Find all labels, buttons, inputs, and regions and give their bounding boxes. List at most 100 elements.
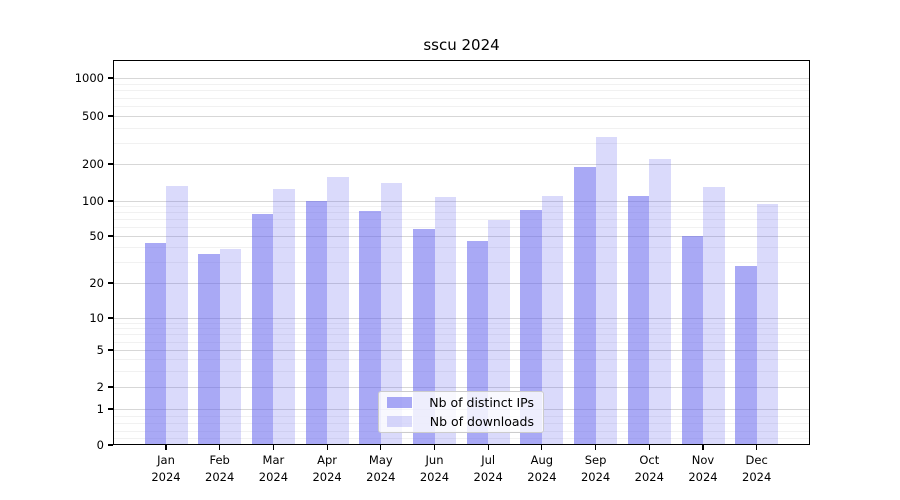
x-label-month: Feb [209, 453, 230, 467]
gridline-minor [113, 142, 810, 144]
gridline-minor [113, 127, 810, 129]
x-label-month: May [368, 453, 393, 467]
legend-row: Nb of downloads [379, 414, 543, 431]
x-axis-tick-label: Oct 2024 [619, 452, 679, 486]
x-tick-mark [487, 445, 489, 450]
x-axis-tick-label: Mar 2024 [243, 452, 303, 486]
x-label-year: 2024 [258, 470, 289, 484]
gridline-minor [113, 226, 810, 228]
gridline-minor [113, 90, 810, 92]
gridline-minor [113, 437, 810, 439]
x-axis-tick-label: Jun 2024 [405, 452, 465, 486]
x-label-year: 2024 [205, 470, 235, 484]
y-axis-tick-label: 50 [89, 229, 104, 243]
gridline-minor [113, 219, 810, 220]
gridline-major [113, 116, 810, 117]
x-tick-mark [648, 445, 650, 450]
x-label-month: Jan [157, 453, 175, 467]
x-axis-tick-label: Feb 2024 [190, 452, 250, 486]
bar-downloads [541, 195, 564, 445]
bar-distinct-ips [627, 195, 650, 445]
gridline-minor [113, 97, 810, 99]
bar-downloads [756, 204, 779, 445]
bar-distinct-ips [198, 254, 220, 445]
bar-distinct-ips [735, 265, 757, 445]
x-label-year: 2024 [312, 470, 342, 484]
gridline-minor [113, 106, 810, 107]
x-axis-tick-label: Jul 2024 [458, 452, 518, 486]
gridline-major [113, 236, 810, 237]
x-label-year: 2024 [366, 470, 396, 484]
y-tick-mark [108, 163, 113, 165]
y-tick-mark [108, 200, 113, 202]
y-tick-mark [108, 317, 113, 319]
bar-downloads [595, 136, 618, 445]
bar-downloads [488, 219, 510, 445]
bar-downloads [649, 159, 671, 445]
x-label-month: Mar [262, 453, 285, 467]
bar-distinct-ips [520, 209, 542, 445]
x-axis-tick-label: Aug 2024 [512, 452, 572, 486]
y-axis-tick-label: 2 [96, 380, 104, 394]
x-label-month: Jun [425, 453, 444, 467]
y-axis-tick-label: 1 [96, 402, 104, 416]
y-axis-tick-label: 100 [82, 194, 104, 208]
bar-downloads [703, 186, 725, 445]
x-axis-tick-label: Nov 2024 [673, 452, 733, 486]
x-tick-mark [380, 445, 382, 450]
gridline-minor [113, 328, 810, 330]
x-label-month: Aug [530, 453, 554, 467]
x-label-year: 2024 [419, 470, 450, 484]
x-tick-mark [541, 445, 543, 450]
gridline-major [113, 318, 810, 319]
y-tick-mark [108, 235, 113, 237]
y-axis-tick-label: 200 [82, 157, 104, 171]
y-tick-mark [108, 77, 113, 79]
gridline-minor [113, 341, 810, 343]
bar-distinct-ips [144, 242, 166, 445]
x-tick-mark [326, 445, 328, 450]
legend-row: Nb of distinct IPs [379, 394, 543, 411]
gridline-minor [113, 212, 810, 214]
x-axis-tick-label: Sep 2024 [566, 452, 626, 486]
bar-distinct-ips [574, 166, 596, 445]
bar-distinct-ips [251, 213, 274, 445]
gridline-minor [113, 247, 810, 249]
y-axis-tick-label: 20 [89, 276, 104, 290]
x-label-year: 2024 [527, 470, 557, 484]
gridline-major [113, 164, 810, 165]
y-tick-mark [108, 386, 113, 388]
bar-distinct-ips [359, 211, 381, 445]
gridline-major [113, 350, 810, 351]
x-tick-mark [219, 445, 221, 450]
bar-downloads [380, 182, 403, 445]
y-axis-tick-label: 5 [96, 343, 104, 357]
bar-distinct-ips [413, 228, 435, 445]
bar-distinct-ips [681, 236, 703, 445]
x-tick-mark [165, 445, 167, 450]
chart-title: sscu 2024 [423, 36, 500, 54]
x-label-month: Dec [745, 453, 768, 467]
x-label-year: 2024 [580, 470, 611, 484]
bar-downloads [327, 176, 349, 445]
bar-downloads [166, 186, 188, 445]
x-axis-tick-label: Jan 2024 [136, 452, 196, 486]
gridline-major [113, 283, 810, 284]
x-label-month: Sep [584, 453, 607, 467]
x-tick-mark [433, 445, 436, 450]
y-tick-mark [108, 115, 113, 117]
legend-label: Nb of downloads [429, 414, 534, 430]
bar-downloads [219, 248, 242, 445]
legend-swatch-downloads [387, 416, 412, 428]
legend: Nb of distinct IPs Nb of downloads [378, 391, 544, 433]
gridline-major [113, 387, 810, 388]
gridline-major [113, 201, 810, 202]
x-tick-mark [595, 445, 597, 450]
x-label-year: 2024 [742, 470, 772, 484]
gridline-minor [113, 370, 810, 372]
y-tick-mark [108, 444, 113, 446]
x-axis-tick-label: May 2024 [351, 452, 411, 486]
x-tick-mark [702, 445, 704, 450]
gridline-minor [113, 262, 810, 264]
